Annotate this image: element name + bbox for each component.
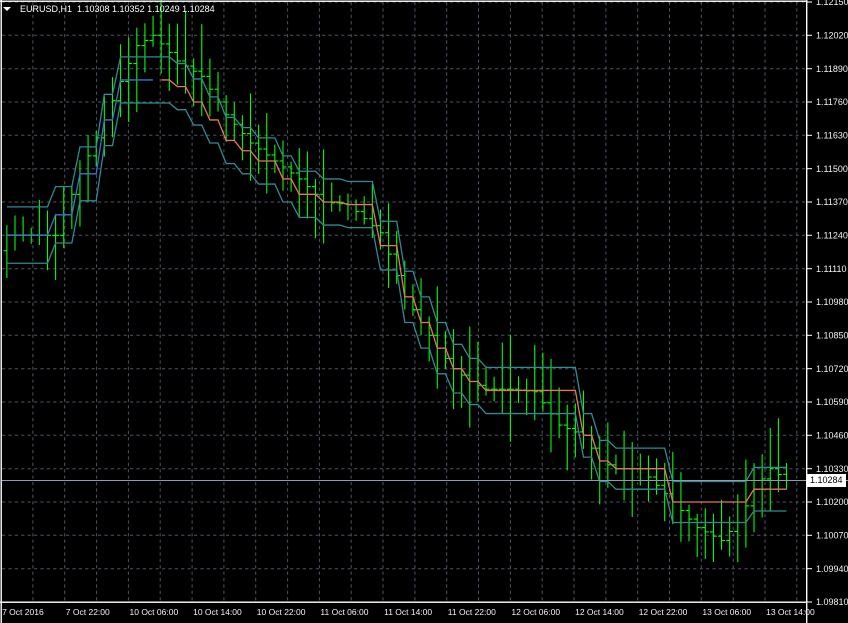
svg-text:1.10850: 1.10850 [816,331,848,341]
svg-text:1.11890: 1.11890 [816,64,848,74]
svg-text:1.10070: 1.10070 [816,531,848,541]
svg-text:1.09810: 1.09810 [816,597,848,607]
svg-text:1.10980: 1.10980 [816,297,848,307]
svg-text:1.11630: 1.11630 [816,131,848,141]
svg-text:1.11370: 1.11370 [816,197,848,207]
svg-text:1.11500: 1.11500 [816,164,848,174]
svg-text:1.10200: 1.10200 [816,497,848,507]
svg-text:1.11110: 1.11110 [816,264,847,274]
svg-text:1.10330: 1.10330 [816,464,848,474]
svg-text:1.11760: 1.11760 [816,97,848,107]
svg-text:1.10460: 1.10460 [816,431,848,441]
svg-text:1.10590: 1.10590 [816,397,848,407]
svg-text:1.12020: 1.12020 [816,31,848,41]
svg-text:1.11240: 1.11240 [816,231,848,241]
svg-text:1.10720: 1.10720 [816,364,848,374]
svg-text:1.12150: 1.12150 [816,0,848,7]
svg-text:1.09940: 1.09940 [816,564,848,574]
